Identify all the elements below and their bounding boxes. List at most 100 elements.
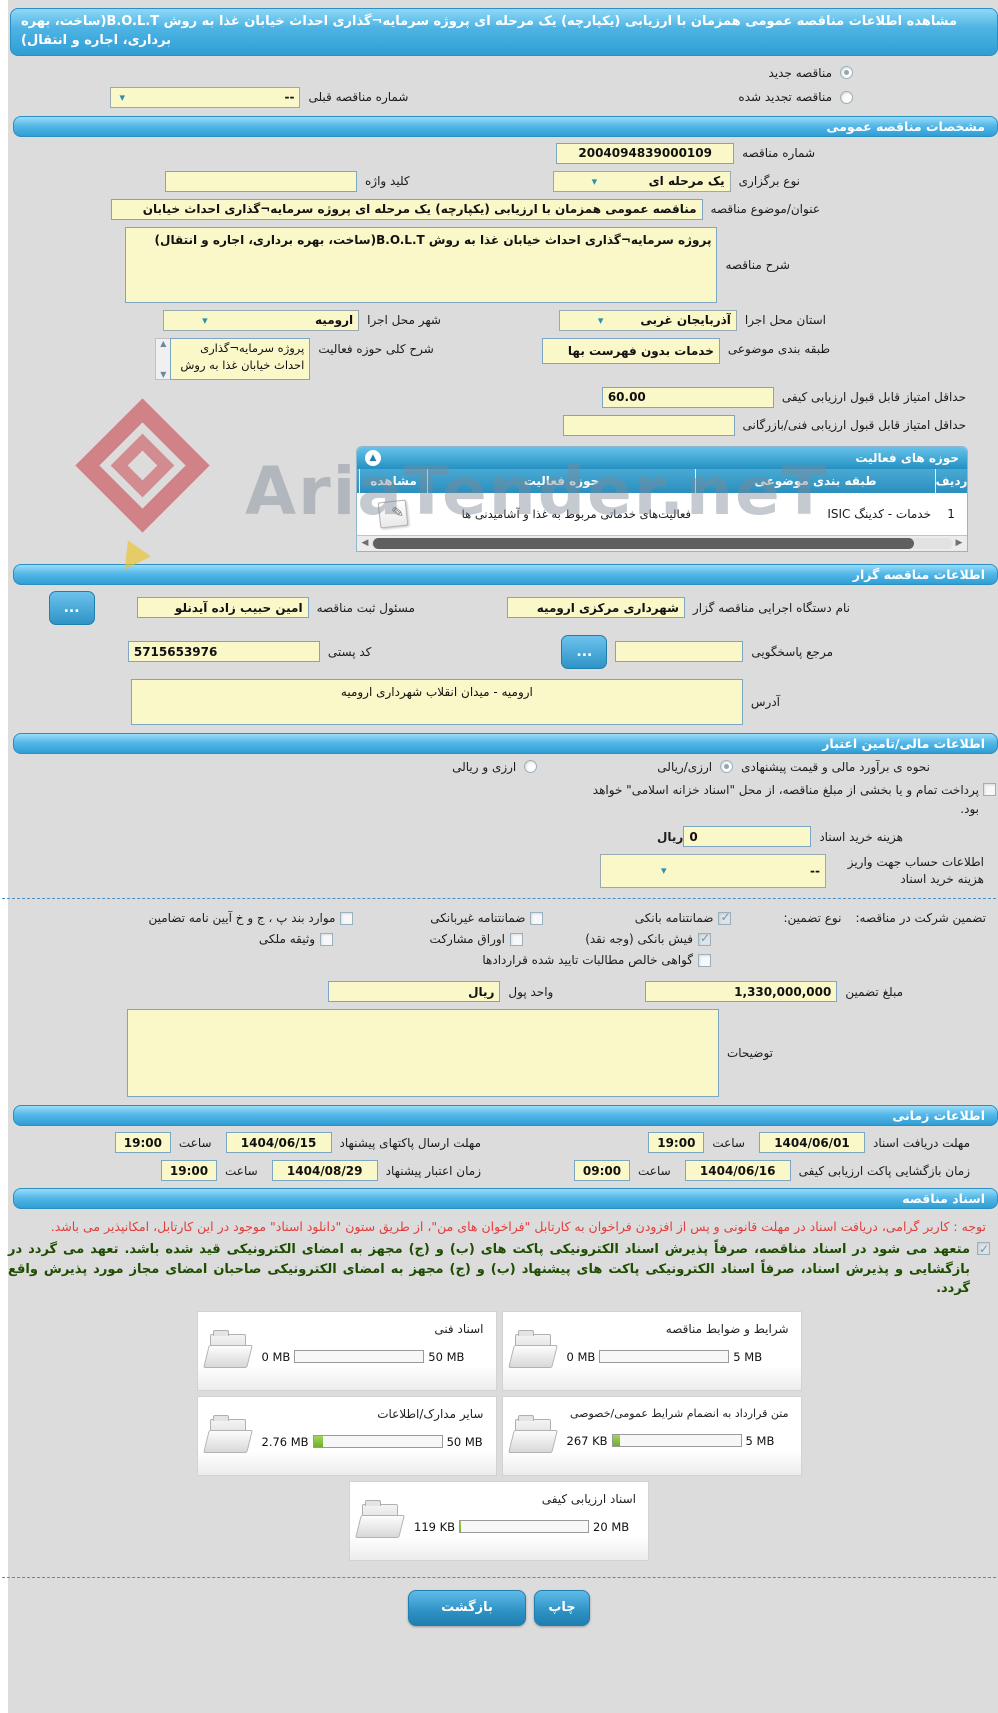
- activity-areas-table-header: حوزه های فعالیت ▲: [357, 446, 967, 469]
- reference-field[interactable]: [615, 641, 744, 663]
- section-header-agency: اطلاعات مناقصه گزار: [13, 563, 998, 585]
- print-button[interactable]: چاپ: [534, 1589, 590, 1626]
- esignature-commitment-checkbox[interactable]: [977, 1240, 990, 1258]
- schedule-row-1: مهلت دریافت اسناد 1404/06/01 ساعت 19:00 …: [0, 1132, 998, 1154]
- agency-name-field[interactable]: شهرداری مرکزی ارومیه: [506, 597, 685, 619]
- property-collateral-checkbox[interactable]: [320, 932, 333, 946]
- proposal-validity-date[interactable]: 1404/08/29: [271, 1160, 378, 1182]
- previous-tender-number-label: شماره مناقصه قبلی: [308, 90, 409, 105]
- scrollbar-thumb[interactable]: [373, 537, 915, 549]
- bylaw-items-checkbox[interactable]: [340, 911, 354, 925]
- scroll-down-icon[interactable]: ▼: [160, 369, 167, 379]
- currency-rial-radio[interactable]: [720, 760, 734, 774]
- participation-bonds-checkbox[interactable]: [510, 932, 523, 946]
- registrar-field[interactable]: امین حبیب زاده آیدنلو: [136, 597, 309, 619]
- folder-icon[interactable]: [202, 1414, 253, 1455]
- document-fee-unit: ریال: [656, 829, 684, 844]
- address-row: آدرس ارومیه - میدان انقلاب شهرداری ارومی…: [0, 678, 998, 725]
- bank-guarantee-checkbox[interactable]: [718, 910, 732, 925]
- fee-account-select[interactable]: -- ▾: [600, 854, 826, 889]
- view-details-icon[interactable]: [377, 499, 409, 529]
- postal-code-field[interactable]: 5715653976: [127, 641, 320, 663]
- scroll-up-icon[interactable]: ▲: [160, 338, 167, 348]
- address-field[interactable]: ارومیه - میدان انقلاب شهرداری ارومیه: [130, 678, 743, 725]
- scroll-left-icon[interactable]: ◀: [361, 538, 369, 549]
- chevron-down-icon: ▾: [591, 174, 598, 188]
- guarantee-type-row-3: گواهی خالص مطالبات تایید شده قراردادها: [0, 953, 998, 967]
- category-row: طبقه بندی موضوعی خدمات بدون فهرست بها شر…: [0, 337, 998, 380]
- quality-opening-time[interactable]: 09:00: [574, 1160, 631, 1182]
- page-title: مشاهده اطلاعات مناقصه عمومی همزمان با ار…: [10, 8, 998, 56]
- proposal-deadline-time[interactable]: 19:00: [114, 1132, 171, 1154]
- document-fee-field[interactable]: 0: [683, 826, 812, 848]
- proposal-deadline-date[interactable]: 1404/06/15: [225, 1132, 332, 1154]
- min-quality-score-field[interactable]: 60.00: [601, 386, 774, 408]
- net-claims-label: گواهی خالص مطالبات تایید شده قراردادها: [482, 953, 693, 968]
- estimate-method-row: نحوه ی برآورد مالی و قیمت پیشنهادی ارزی/…: [0, 760, 998, 774]
- tender-number-label: شماره مناقصه: [742, 146, 815, 161]
- guarantee-amount-field[interactable]: 1,330,000,000: [645, 981, 838, 1003]
- city-select[interactable]: ارومیه ▾: [163, 309, 360, 331]
- nonbank-guarantee-checkbox[interactable]: [530, 911, 544, 925]
- quality-opening-date[interactable]: 1404/06/16: [684, 1160, 791, 1182]
- activity-scope-field[interactable]: پروژه سرمایه¬گذاری احداث خیابان غذا به ر…: [170, 337, 311, 380]
- min-quality-score-label: حداقل امتیاز قابل قبول ارزیابی کیفی: [781, 390, 966, 405]
- document-fee-label: هزینه خرید اسناد: [819, 829, 903, 844]
- bank-receipt-label: فیش بانکی (وجه نقد): [585, 932, 693, 947]
- category-field[interactable]: خدمات بدون فهرست بها: [541, 337, 720, 364]
- postal-code-label: کد پستی: [327, 644, 372, 659]
- row-number-cell: 1: [947, 506, 955, 521]
- table-horizontal-scrollbar[interactable]: ◀ ▶: [357, 534, 967, 551]
- guarantee-type-label: نوع تضمین:: [783, 911, 842, 926]
- bank-receipt-checkbox[interactable]: [698, 931, 711, 946]
- upload-progressbar: [294, 1350, 425, 1364]
- uploaded-size: 0 MB: [261, 1349, 291, 1364]
- renewed-tender-radio[interactable]: [840, 90, 853, 104]
- new-tender-label: مناقصه جدید: [768, 65, 832, 80]
- max-size: 50 MB: [446, 1434, 483, 1449]
- column-row-number: ردیف: [935, 468, 967, 493]
- folder-icon[interactable]: [355, 1499, 405, 1540]
- currency-unit-field[interactable]: ریال: [328, 981, 501, 1003]
- keyword-field[interactable]: [165, 170, 358, 192]
- registrar-more-button[interactable]: ...: [48, 590, 95, 625]
- collapse-icon[interactable]: ▲: [365, 449, 381, 466]
- activity-scope-label: شرح کلی حوزه فعالیت: [318, 341, 434, 356]
- uploaded-size: 2.76 MB: [261, 1434, 309, 1449]
- section-header-documents: اسناد مناقصه: [13, 1188, 998, 1210]
- docs-deadline-date[interactable]: 1404/06/01: [758, 1132, 865, 1154]
- tender-new-row: مناقصه جدید: [0, 66, 998, 80]
- agency-row: نام دستگاه اجرایی مناقصه گزار شهرداری مر…: [0, 590, 998, 625]
- guarantee-amount-label: مبلغ تضمین: [845, 984, 903, 999]
- reference-more-button[interactable]: ...: [561, 634, 608, 669]
- hour-label: ساعت: [638, 1163, 671, 1178]
- proposal-validity-time[interactable]: 19:00: [161, 1160, 218, 1182]
- currency-both-radio[interactable]: [524, 760, 538, 774]
- tender-subject-field[interactable]: مناقصه عمومی همزمان با ارزیابی (یکپارچه)…: [110, 198, 703, 220]
- scroll-right-icon[interactable]: ▶: [955, 538, 963, 549]
- docs-deadline-time[interactable]: 19:00: [648, 1132, 705, 1154]
- uploaded-size: 267 KB: [566, 1433, 608, 1448]
- previous-tender-number-select[interactable]: -- ▾: [110, 86, 301, 108]
- folder-icon[interactable]: [507, 1329, 558, 1370]
- card-tender-terms: شرایط و ضوابط مناقصه 0 MB 5 MB: [501, 1310, 802, 1391]
- min-technical-score-row: حداقل امتیاز قابل قبول ارزیابی فنی/بازرگ…: [0, 414, 998, 436]
- category-cell: خدمات - کدینگ ISIC: [827, 506, 931, 521]
- new-tender-radio[interactable]: [840, 66, 853, 80]
- province-label: استان محل اجرا: [744, 313, 826, 328]
- province-select[interactable]: آذربایجان غربی ▾: [558, 309, 737, 331]
- card-title: متن قرارداد به انضمام شرایط عمومی/خصوصی: [569, 1406, 789, 1420]
- folder-icon[interactable]: [507, 1414, 558, 1455]
- min-technical-score-field[interactable]: [562, 414, 735, 436]
- tender-number-field[interactable]: 2004094839000109: [556, 142, 735, 164]
- treasury-checkbox[interactable]: [983, 782, 996, 796]
- activity-areas-table: حوزه های فعالیت ▲ ردیف طبقه بندی موضوعی …: [356, 445, 968, 552]
- back-button[interactable]: بازگشت: [408, 1589, 526, 1626]
- net-claims-checkbox[interactable]: [698, 953, 711, 967]
- renewed-tender-label: مناقصه تجدید شده: [738, 90, 832, 105]
- scope-scrollbar[interactable]: ▲ ▼: [155, 337, 171, 380]
- tender-type-select[interactable]: یک مرحله ای ▾: [552, 170, 731, 192]
- notes-field[interactable]: [126, 1009, 719, 1098]
- tender-description-field[interactable]: پروژه سرمایه¬گذاری احداث خیابان غذا به ر…: [125, 226, 718, 303]
- folder-icon[interactable]: [202, 1329, 253, 1370]
